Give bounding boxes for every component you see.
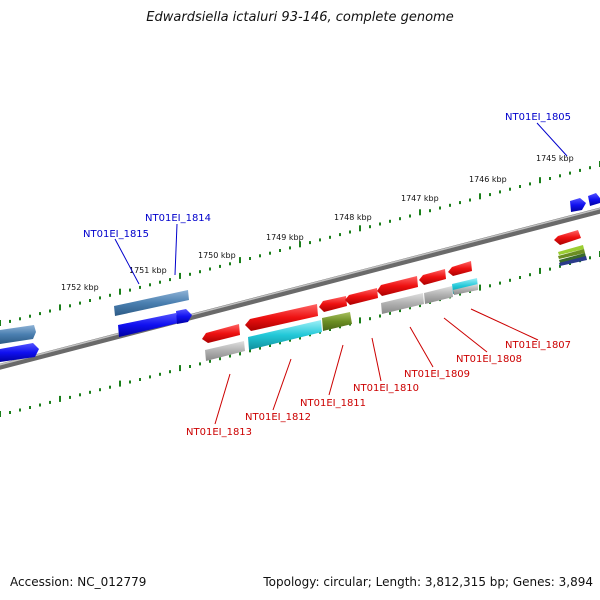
gene-arrow[interactable] <box>419 269 446 285</box>
genome-backbone-highlight <box>0 207 600 366</box>
bottom-leader-lines <box>214 308 539 425</box>
kbp-label-1749: 1749 kbp <box>266 233 304 242</box>
gene-arrow[interactable] <box>453 284 478 295</box>
kbp-label-1751: 1751 kbp <box>129 266 167 275</box>
kbp-label-1745: 1745 kbp <box>536 154 574 163</box>
top-leader-lines <box>114 122 568 285</box>
gene-arrow[interactable] <box>0 325 36 344</box>
gene-label-1812[interactable]: NT01EI_1812 <box>245 412 311 423</box>
gene-arrow[interactable] <box>554 230 581 245</box>
gene-arrow[interactable] <box>424 286 453 304</box>
gene-arrow[interactable] <box>559 256 587 266</box>
accession-label: Accession: NC_012779 <box>10 575 147 589</box>
gene-arrow[interactable] <box>345 288 378 305</box>
gene-arrow[interactable] <box>245 304 318 331</box>
kbp-label-1748: 1748 kbp <box>334 213 372 222</box>
forward-strand-genes <box>0 193 600 362</box>
gene-arrow[interactable] <box>322 312 352 331</box>
gene-arrow[interactable] <box>114 290 189 316</box>
gene-arrow[interactable] <box>448 261 472 276</box>
gene-arrow[interactable] <box>118 313 178 337</box>
kbp-label-1752: 1752 kbp <box>61 283 99 292</box>
gene-arrow[interactable] <box>559 253 586 263</box>
gene-label-1805[interactable]: NT01EI_1805 <box>505 112 571 123</box>
reverse-strand-genes <box>202 230 587 361</box>
genome-summary-label: Topology: circular; Length: 3,812,315 bp… <box>263 575 593 589</box>
gene-arrow[interactable] <box>588 193 600 206</box>
gene-arrow[interactable] <box>381 293 424 314</box>
gene-arrow[interactable] <box>570 198 586 212</box>
gene-arrow[interactable] <box>319 296 347 312</box>
kbp-label-1750: 1750 kbp <box>198 251 236 260</box>
gene-arrow[interactable] <box>248 320 322 350</box>
kbp-label-1747: 1747 kbp <box>401 194 439 203</box>
gene-label-1815[interactable]: NT01EI_1815 <box>83 229 149 240</box>
gene-label-1813[interactable]: NT01EI_1813 <box>186 427 252 438</box>
gene-arrow[interactable] <box>205 341 245 361</box>
tick-track-top <box>0 161 600 326</box>
genome-title: Edwardsiella ictaluri 93-146, complete g… <box>146 10 454 25</box>
gene-arrow[interactable] <box>558 245 584 255</box>
gene-label-1810[interactable]: NT01EI_1810 <box>353 383 419 394</box>
gene-arrow[interactable] <box>377 276 418 296</box>
kbp-label-1746: 1746 kbp <box>469 175 507 184</box>
gene-arrow[interactable] <box>202 324 240 343</box>
genome-backbone <box>0 207 600 370</box>
gene-label-1811[interactable]: NT01EI_1811 <box>300 398 366 409</box>
gene-arrow[interactable] <box>176 309 192 324</box>
gene-label-1808[interactable]: NT01EI_1808 <box>456 354 522 365</box>
gene-arrow[interactable] <box>558 249 585 259</box>
gene-arrow[interactable] <box>0 343 39 362</box>
gene-label-1809[interactable]: NT01EI_1809 <box>404 369 470 380</box>
gene-label-1814[interactable]: NT01EI_1814 <box>145 213 211 224</box>
gene-label-1807[interactable]: NT01EI_1807 <box>505 340 571 351</box>
